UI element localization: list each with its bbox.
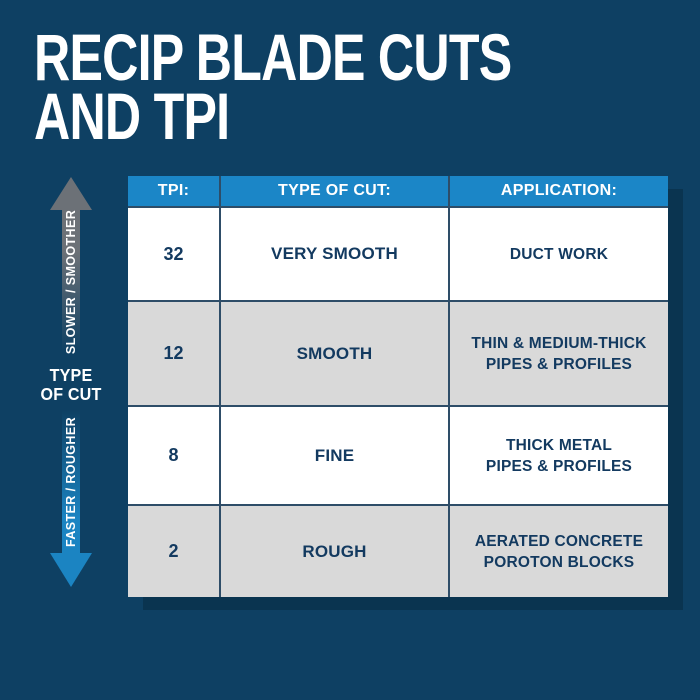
- table-cell-cut-row3: FINE: [221, 407, 448, 504]
- table-cell-tpi-2: 2: [128, 506, 219, 597]
- tpi-table: TPI: TYPE OF CUT: APPLICATION: 32 VERY S…: [128, 176, 668, 597]
- table-cell-app-row2: THIN & MEDIUM-THICK PIPES & PROFILES: [450, 302, 668, 405]
- table-cell-tpi-32: 32: [128, 208, 219, 300]
- table-header-application: APPLICATION:: [450, 176, 668, 206]
- table-header-tpi: TPI:: [128, 176, 219, 206]
- axis-label-slower-smoother: SLOWER / SMOOTHER: [64, 209, 78, 355]
- axis-label-faster-rougher: FASTER / ROUGHER: [64, 416, 78, 548]
- table-cell-cut-row4: ROUGH: [221, 506, 448, 597]
- table-cell-cut-row2: SMOOTH: [221, 302, 448, 405]
- table-cell-tpi-12: 12: [128, 302, 219, 405]
- table-cell-app-row3: THICK METAL PIPES & PROFILES: [450, 407, 668, 504]
- page-title-line1: RECIP BLADE CUTS: [34, 20, 512, 94]
- table-header-type-of-cut: TYPE OF CUT:: [221, 176, 448, 206]
- axis-title-type-of-cut: TYPE OF CUT: [40, 365, 102, 404]
- table-cell-cut-row1: VERY SMOOTH: [221, 208, 448, 300]
- table-cell-tpi-8: 8: [128, 407, 219, 504]
- table-cell-app-row1: DUCT WORK: [450, 208, 668, 300]
- down-arrow-shaft: [62, 410, 80, 554]
- page-title: RECIP BLADE CUTS AND TPI: [34, 20, 512, 153]
- up-arrow-shaft: [62, 209, 80, 352]
- table-cell-app-row4: AERATED CONCRETE POROTON BLOCKS: [450, 506, 668, 597]
- down-arrow-icon: [50, 553, 92, 587]
- page-title-line2: AND TPI: [34, 79, 230, 153]
- up-arrow-icon: [50, 177, 92, 210]
